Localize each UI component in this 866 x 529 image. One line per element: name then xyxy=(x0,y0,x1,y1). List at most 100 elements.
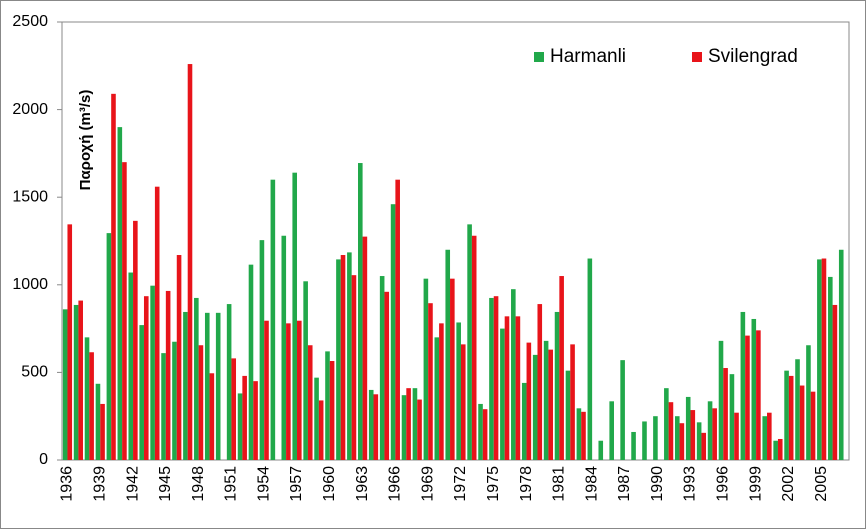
bar xyxy=(806,345,811,460)
bar xyxy=(347,252,352,460)
x-tick-label: 1972 xyxy=(452,466,469,502)
bar xyxy=(740,311,746,460)
bar xyxy=(198,345,204,460)
bar xyxy=(78,300,83,460)
bar xyxy=(417,399,422,460)
bar xyxy=(620,360,625,460)
bar xyxy=(559,276,564,460)
legend-swatch xyxy=(534,52,544,62)
bar xyxy=(554,311,560,460)
bar xyxy=(521,382,527,460)
bar xyxy=(281,235,287,460)
bar xyxy=(351,275,357,460)
x-tick-label: 1948 xyxy=(190,466,207,502)
bar xyxy=(471,235,477,460)
bar xyxy=(679,423,685,460)
x-tick-label: 1987 xyxy=(616,466,633,502)
bar xyxy=(762,416,768,460)
bar xyxy=(828,276,833,460)
bar xyxy=(248,264,254,460)
bar xyxy=(161,353,166,460)
x-tick-label: 1978 xyxy=(518,466,535,502)
y-tick-label: 1500 xyxy=(12,188,48,205)
bar xyxy=(259,240,265,460)
bar xyxy=(106,233,112,460)
bar xyxy=(368,389,374,460)
bar xyxy=(89,352,94,460)
bar xyxy=(450,278,455,460)
legend-swatch xyxy=(692,52,702,62)
bar xyxy=(150,285,155,460)
bar xyxy=(821,258,827,460)
bar xyxy=(237,393,243,460)
bar xyxy=(307,345,313,460)
bar xyxy=(565,370,571,460)
bar xyxy=(336,259,341,460)
bar xyxy=(67,224,73,460)
bar xyxy=(690,410,696,460)
bar xyxy=(270,179,276,460)
bar xyxy=(318,400,324,460)
bar xyxy=(500,328,505,460)
bar xyxy=(357,163,363,460)
bar xyxy=(329,361,335,460)
bar xyxy=(587,258,593,460)
bar xyxy=(795,359,800,460)
bar xyxy=(511,289,516,460)
bar xyxy=(122,162,127,460)
bar xyxy=(777,438,783,460)
bar xyxy=(784,370,789,460)
bar xyxy=(664,388,669,460)
bar xyxy=(832,304,838,460)
bar xyxy=(128,272,134,460)
bar xyxy=(712,408,717,460)
bar xyxy=(401,395,407,460)
bar xyxy=(172,341,177,460)
bar xyxy=(100,403,105,460)
bar xyxy=(325,351,330,460)
bar xyxy=(264,320,269,460)
bar xyxy=(406,388,411,460)
bar xyxy=(297,320,302,460)
bar xyxy=(609,401,614,460)
x-tick-label: 1993 xyxy=(682,466,699,502)
bar xyxy=(423,278,429,460)
bar xyxy=(493,296,499,460)
bar xyxy=(701,432,707,460)
bar xyxy=(548,349,554,460)
bar xyxy=(154,186,160,461)
legend-label: Harmanli xyxy=(550,46,626,67)
bar xyxy=(384,291,390,460)
bar xyxy=(460,344,466,460)
x-tick-label: 1960 xyxy=(321,466,338,502)
bar xyxy=(292,172,298,460)
y-tick-label: 1000 xyxy=(12,276,48,293)
bar xyxy=(482,409,488,460)
bar xyxy=(696,422,702,460)
x-tick-label: 1966 xyxy=(387,466,404,502)
bar xyxy=(489,297,494,460)
x-tick-label: 1981 xyxy=(551,466,568,502)
bar xyxy=(729,374,735,460)
bar xyxy=(515,316,521,460)
bar xyxy=(242,375,247,460)
bar xyxy=(226,304,232,460)
bar xyxy=(215,312,221,460)
bar xyxy=(788,375,794,460)
bar xyxy=(340,255,346,460)
y-tick-label: 500 xyxy=(21,364,48,381)
bar xyxy=(685,396,691,460)
bar xyxy=(751,318,757,460)
bar xyxy=(84,337,90,460)
bar xyxy=(537,304,543,460)
bar xyxy=(303,281,308,460)
x-tick-label: 1957 xyxy=(288,466,305,502)
plot-frame xyxy=(61,21,850,461)
bar xyxy=(767,412,772,460)
bar xyxy=(439,323,444,460)
bar xyxy=(412,388,418,460)
x-tick-label: 1975 xyxy=(485,466,502,502)
bar xyxy=(668,402,674,460)
bar xyxy=(362,236,368,460)
bar xyxy=(817,259,822,460)
